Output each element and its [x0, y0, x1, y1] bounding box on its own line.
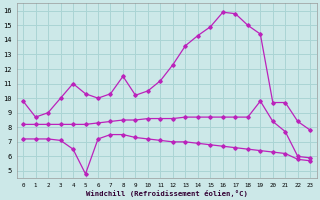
- X-axis label: Windchill (Refroidissement éolien,°C): Windchill (Refroidissement éolien,°C): [86, 190, 248, 197]
